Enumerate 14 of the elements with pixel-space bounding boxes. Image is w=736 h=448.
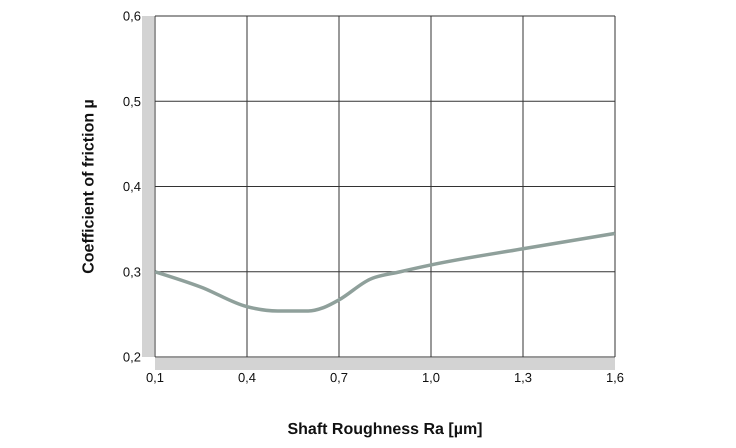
y-tick-label: 0,6 <box>122 8 141 24</box>
y-tick-label: 0,3 <box>122 264 141 280</box>
x-tick-label: 0,1 <box>146 370 164 386</box>
x-axis-title: Shaft Roughness Ra [µm] <box>287 421 483 438</box>
y-tick-label: 0,4 <box>122 179 141 194</box>
x-tick-label: 1,0 <box>422 370 440 386</box>
x-tick-label: 1,3 <box>514 370 532 386</box>
x-tick-label: 1,6 <box>606 370 624 386</box>
y-tick-label: 0,5 <box>122 94 141 109</box>
y-axis-title: Coefficient of friction µ <box>80 99 98 274</box>
line-series <box>155 232 615 313</box>
y-tick-label: 0,2 <box>122 350 141 365</box>
x-tick-label: 0,4 <box>238 370 256 386</box>
x-tick-label: 0,7 <box>330 370 348 386</box>
